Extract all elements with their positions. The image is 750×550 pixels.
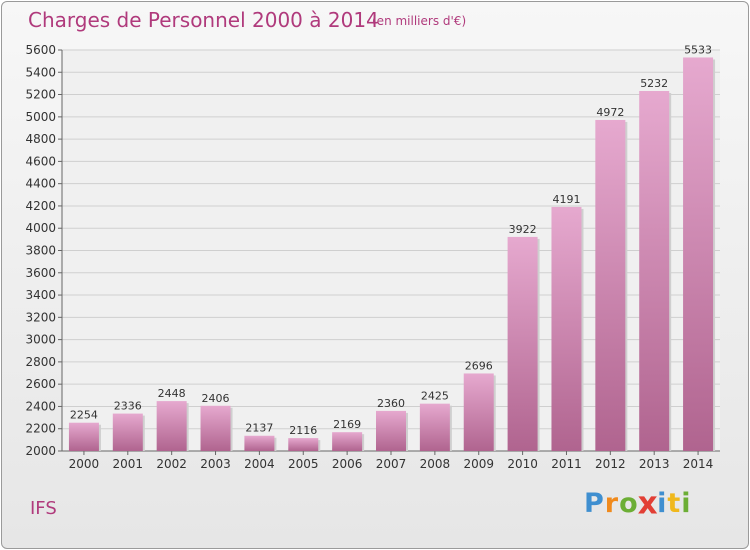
x-tick-label: 2012 <box>595 457 626 471</box>
bar <box>419 403 450 451</box>
bar-value-label: 5232 <box>640 77 668 90</box>
y-tick-label: 4400 <box>25 177 56 191</box>
bar <box>156 401 187 451</box>
chart-title: Charges de Personnel 2000 à 2014 <box>28 8 379 32</box>
x-tick-label: 2007 <box>376 457 407 471</box>
logo-letter: i <box>681 488 692 519</box>
place-label: IFS <box>30 498 57 519</box>
bar <box>112 413 143 451</box>
chart-subtitle: (en milliers d'€) <box>372 14 467 28</box>
x-tick-label: 2010 <box>507 457 538 471</box>
x-tick-label: 2014 <box>683 457 714 471</box>
y-tick-label: 2600 <box>25 377 56 391</box>
y-tick-label: 3400 <box>25 288 56 302</box>
logo-letter: P <box>584 488 605 519</box>
logo-letter: x <box>637 485 659 522</box>
x-tick-label: 2002 <box>156 457 187 471</box>
y-tick-label: 2400 <box>25 399 56 413</box>
bar <box>200 405 231 451</box>
bar <box>507 236 538 451</box>
y-tick-label: 3000 <box>25 333 56 347</box>
y-tick-label: 3800 <box>25 244 56 258</box>
y-tick-label: 4800 <box>25 132 56 146</box>
bar-value-label: 2696 <box>465 359 493 372</box>
bar-value-label: 2254 <box>70 409 98 422</box>
y-tick-label: 5000 <box>25 110 56 124</box>
bar <box>332 432 363 451</box>
x-tick-label: 2008 <box>420 457 451 471</box>
x-tick-label: 2000 <box>69 457 100 471</box>
y-tick-label: 4200 <box>25 199 56 213</box>
y-tick-label: 5600 <box>25 43 56 57</box>
x-tick-label: 2009 <box>463 457 494 471</box>
bar-value-label: 2116 <box>289 424 317 437</box>
bar <box>244 435 275 451</box>
y-tick-label: 2800 <box>25 355 56 369</box>
bar <box>683 57 714 452</box>
bar <box>639 90 670 451</box>
y-tick-label: 2200 <box>25 422 56 436</box>
bar-value-label: 2336 <box>114 400 142 413</box>
x-tick-label: 2006 <box>332 457 363 471</box>
y-tick-label: 2000 <box>25 444 56 458</box>
y-tick-label: 5400 <box>25 65 56 79</box>
bar <box>551 206 582 451</box>
logo-letter: t <box>667 488 682 519</box>
x-tick-label: 2013 <box>639 457 670 471</box>
logo-letter: i <box>657 488 668 519</box>
y-tick-label: 3200 <box>25 310 56 324</box>
bar-value-label: 5533 <box>684 43 712 56</box>
x-tick-label: 2004 <box>244 457 275 471</box>
bar-value-label: 2406 <box>202 392 230 405</box>
bar-value-label: 2448 <box>158 387 186 400</box>
x-tick-label: 2005 <box>288 457 319 471</box>
proxiti-logo: Proxiti <box>584 485 692 522</box>
logo-letter: o <box>619 488 639 519</box>
y-tick-label: 4600 <box>25 154 56 168</box>
y-tick-label: 4000 <box>25 221 56 235</box>
bar <box>595 119 626 452</box>
bar-value-label: 2169 <box>333 418 361 431</box>
bar-value-label: 2360 <box>377 397 405 410</box>
x-tick-label: 2001 <box>113 457 144 471</box>
x-tick-label: 2011 <box>551 457 582 471</box>
bar-value-label: 2425 <box>421 390 449 403</box>
bar <box>288 438 319 451</box>
bar <box>68 422 99 451</box>
bar-value-label: 4191 <box>552 193 580 206</box>
bar <box>463 373 494 451</box>
bar <box>376 410 406 451</box>
y-tick-label: 3600 <box>25 266 56 280</box>
logo-letter: r <box>604 488 620 519</box>
bar-value-label: 3922 <box>509 223 537 236</box>
x-tick-label: 2003 <box>200 457 231 471</box>
bar-value-label: 2137 <box>245 422 273 435</box>
bar-value-label: 4972 <box>596 106 624 119</box>
y-tick-label: 5200 <box>25 88 56 102</box>
